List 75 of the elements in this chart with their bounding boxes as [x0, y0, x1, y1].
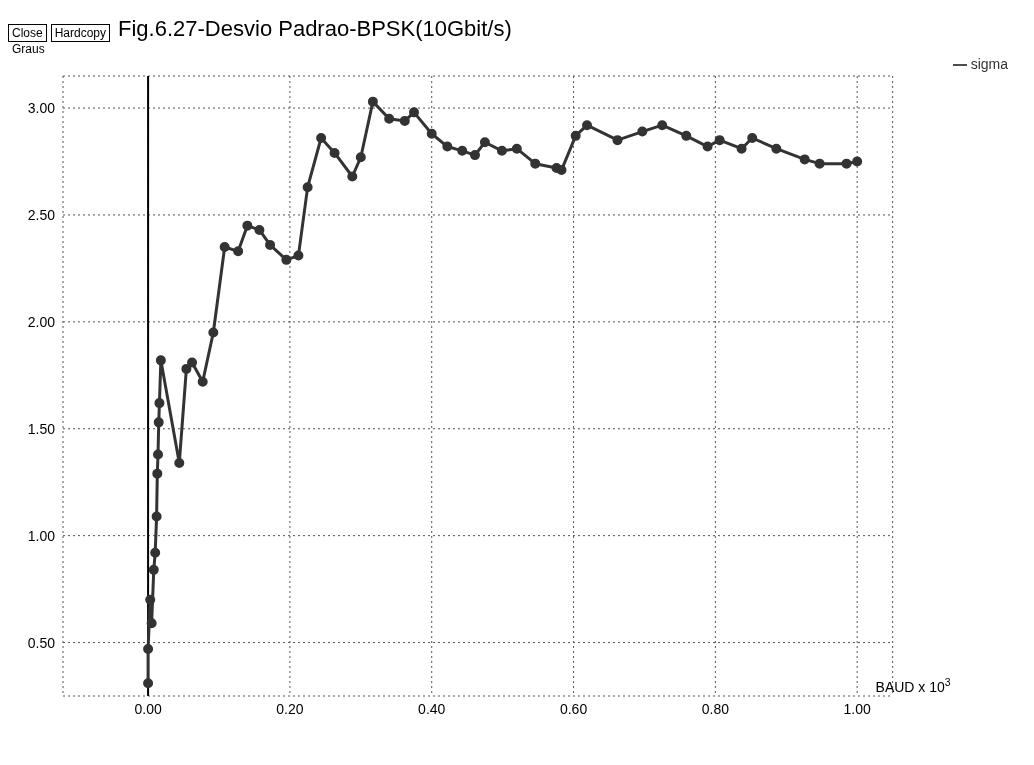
point — [681, 130, 692, 141]
y-tick-label: 1.00 — [27, 527, 56, 544]
point — [233, 246, 244, 257]
point — [145, 594, 156, 605]
point — [242, 220, 253, 231]
x-tick-label: 0.60 — [559, 700, 588, 717]
point — [187, 357, 198, 368]
point — [143, 678, 154, 689]
point — [148, 564, 159, 575]
point — [143, 643, 154, 654]
x-tick-label: 1.00 — [843, 700, 872, 717]
legend-label: sigma — [970, 56, 1008, 72]
point — [469, 150, 480, 161]
x-tick-label: 0.40 — [418, 700, 446, 717]
point — [409, 107, 419, 118]
y-tick-label: 3.00 — [27, 100, 56, 117]
point — [384, 113, 395, 124]
point — [208, 327, 219, 338]
point — [151, 511, 162, 522]
point — [612, 135, 623, 146]
point — [799, 154, 810, 165]
chart-title: Fig.6.27-Desvio Padrao-BPSK(10Gbit/s) — [118, 16, 512, 42]
y-tick-label: 0.50 — [27, 634, 56, 651]
y-axis-title: Graus — [12, 42, 46, 56]
point — [702, 141, 713, 152]
button: Close — [8, 24, 47, 42]
point — [153, 449, 164, 460]
point — [736, 143, 747, 154]
point — [771, 143, 782, 154]
point — [153, 417, 164, 428]
point — [197, 376, 208, 387]
point — [556, 165, 567, 176]
point — [329, 147, 340, 158]
point — [154, 398, 165, 409]
point — [657, 120, 668, 131]
point — [181, 363, 192, 374]
point — [150, 547, 161, 558]
point — [174, 457, 185, 468]
point — [281, 254, 292, 265]
point — [747, 133, 758, 143]
point — [265, 239, 276, 250]
point — [582, 120, 593, 131]
point — [479, 137, 490, 148]
point — [293, 250, 304, 261]
y-tick-label: 2.00 — [27, 313, 56, 330]
point — [511, 143, 522, 154]
x-axis-title: BAUD x 10$^{3}$ — [875, 676, 951, 695]
point — [254, 224, 265, 235]
point — [814, 158, 825, 169]
point — [841, 158, 852, 169]
point — [146, 618, 157, 629]
point — [637, 126, 648, 137]
point — [399, 115, 410, 126]
x-tick-label: 0.20 — [276, 700, 304, 717]
point — [570, 130, 581, 141]
point — [442, 141, 453, 152]
point — [367, 96, 378, 107]
point — [426, 128, 437, 139]
point — [155, 355, 166, 366]
point — [302, 182, 313, 193]
button: Hardcopy — [50, 24, 111, 42]
point — [496, 145, 507, 156]
point — [347, 171, 358, 182]
point — [457, 145, 468, 156]
point — [355, 152, 366, 163]
point — [530, 158, 541, 169]
point — [152, 468, 163, 479]
x-tick-label: 0.80 — [701, 700, 730, 717]
point — [316, 133, 327, 143]
y-tick-label: 1.50 — [27, 420, 56, 437]
y-tick-label: 2.50 — [27, 206, 56, 223]
point — [852, 156, 863, 167]
point — [714, 135, 725, 146]
x-tick-label: 0.00 — [134, 700, 162, 717]
point — [219, 242, 230, 253]
